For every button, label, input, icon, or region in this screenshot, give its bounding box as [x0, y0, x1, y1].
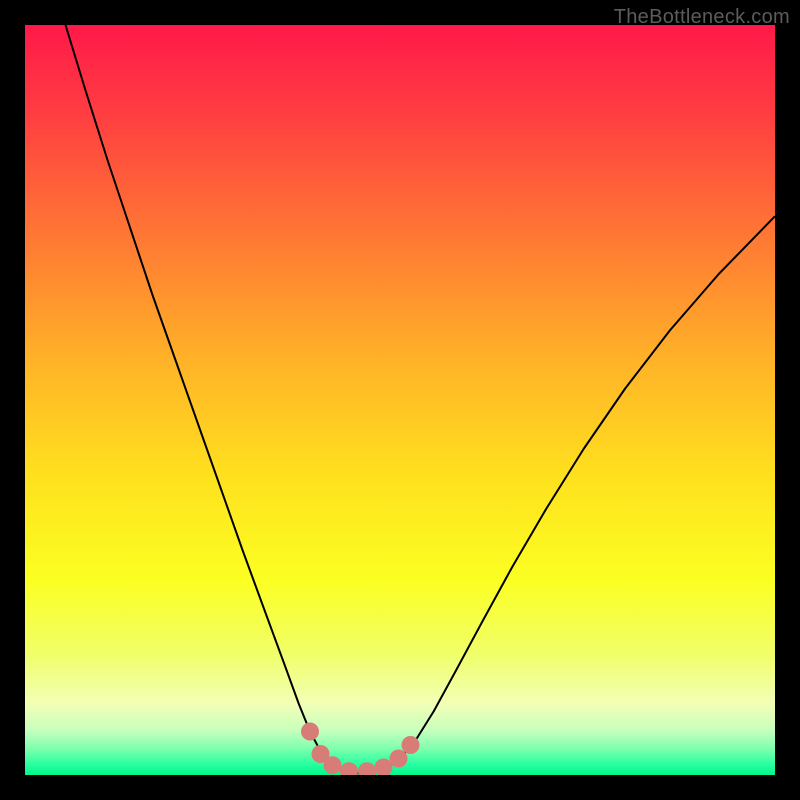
marker-point — [375, 759, 393, 777]
marker-point — [390, 750, 408, 768]
marker-point — [324, 756, 342, 774]
marker-point — [301, 723, 319, 741]
plot-background-gradient — [25, 25, 775, 775]
bottleneck-curve-chart — [0, 0, 800, 800]
watermark-text: TheBottleneck.com — [614, 6, 790, 29]
chart-container: TheBottleneck.com — [0, 0, 800, 800]
marker-point — [402, 736, 420, 754]
